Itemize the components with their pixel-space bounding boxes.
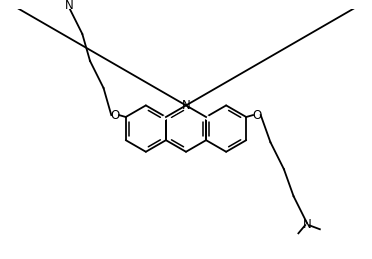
Text: N: N <box>182 99 190 112</box>
Text: N: N <box>64 0 73 12</box>
Text: O: O <box>110 109 120 121</box>
Text: O: O <box>252 109 262 121</box>
Text: N: N <box>303 218 311 231</box>
